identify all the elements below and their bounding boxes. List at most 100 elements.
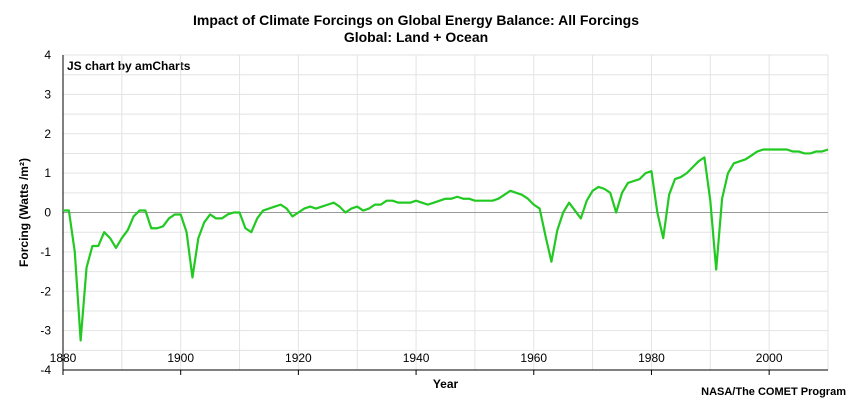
- data-point: [785, 148, 789, 152]
- data-point: [426, 203, 430, 207]
- data-point: [685, 171, 689, 175]
- data-point: [196, 236, 200, 240]
- data-point: [238, 211, 242, 215]
- data-point: [249, 230, 253, 234]
- data-point: [308, 205, 312, 209]
- data-point: [755, 149, 759, 153]
- data-point: [255, 216, 259, 220]
- y-tick-label: -2: [40, 284, 51, 298]
- data-point: [591, 189, 595, 193]
- x-tick-label: 1880: [50, 351, 77, 365]
- data-point: [573, 209, 577, 213]
- data-point: [655, 211, 659, 215]
- data-point: [544, 234, 548, 238]
- data-point: [485, 199, 489, 203]
- data-point: [502, 193, 506, 197]
- data-point: [726, 171, 730, 175]
- data-point: [143, 209, 147, 213]
- data-point: [90, 244, 94, 248]
- data-point: [373, 203, 377, 207]
- data-point: [638, 177, 642, 181]
- data-point: [155, 226, 159, 230]
- chart-credit-link[interactable]: JS chart by amCharts: [67, 59, 191, 73]
- data-point: [691, 165, 695, 169]
- data-point: [279, 203, 283, 207]
- data-point: [714, 268, 718, 272]
- data-point: [167, 216, 171, 220]
- data-point: [479, 199, 483, 203]
- data-point: [296, 211, 300, 215]
- data-point: [649, 169, 653, 173]
- data-point: [338, 205, 342, 209]
- data-point: [820, 149, 824, 153]
- y-tick-label: 3: [44, 87, 51, 101]
- data-point: [190, 275, 194, 279]
- x-tick-label: 2000: [756, 351, 783, 365]
- chart-title: Impact of Climate Forcings on Global Ene…: [192, 12, 639, 28]
- data-point: [708, 199, 712, 203]
- data-point: [108, 236, 112, 240]
- data-point: [538, 207, 542, 211]
- data-point: [702, 155, 706, 159]
- y-axis-ticks: -4 -3 -2 -1 0 1 2 3 4: [40, 48, 51, 377]
- x-tick-label: 1900: [167, 351, 194, 365]
- data-point: [797, 149, 801, 153]
- data-point: [396, 201, 400, 205]
- data-point: [173, 212, 177, 216]
- data-point: [661, 236, 665, 240]
- data-point: [320, 205, 324, 209]
- data-point: [744, 157, 748, 161]
- data-point: [626, 181, 630, 185]
- data-point: [779, 148, 783, 152]
- data-point: [226, 212, 230, 216]
- data-point: [802, 151, 806, 155]
- data-point: [385, 199, 389, 203]
- data-point: [208, 212, 212, 216]
- data-point: [432, 201, 436, 205]
- data-point: [220, 216, 224, 220]
- data-point: [408, 201, 412, 205]
- data-point: [720, 197, 724, 201]
- data-point: [267, 207, 271, 211]
- data-point: [608, 191, 612, 195]
- data-point: [67, 209, 71, 213]
- x-tick-label: 1940: [403, 351, 430, 365]
- data-point: [185, 230, 189, 234]
- data-point: [491, 199, 495, 203]
- data-point: [632, 179, 636, 183]
- data-point: [326, 203, 330, 207]
- chart-subtitle: Global: Land + Ocean: [343, 29, 489, 45]
- series-line[interactable]: [63, 148, 829, 342]
- data-point: [808, 151, 812, 155]
- data-point: [514, 191, 518, 195]
- data-point: [473, 199, 477, 203]
- data-point: [161, 224, 165, 228]
- data-point: [243, 226, 247, 230]
- data-point: [644, 171, 648, 175]
- data-point: [449, 197, 453, 201]
- data-point: [367, 207, 371, 211]
- y-tick-label: -3: [40, 324, 51, 338]
- data-point: [620, 191, 624, 195]
- y-tick-label: -1: [40, 245, 51, 259]
- data-point: [761, 148, 765, 152]
- y-axis-title: Forcing (Watts /m²): [17, 158, 31, 267]
- data-point: [549, 260, 553, 264]
- data-point: [85, 266, 89, 270]
- data-point: [526, 197, 530, 201]
- data-point: [679, 175, 683, 179]
- data-point: [667, 193, 671, 197]
- data-point: [579, 216, 583, 220]
- data-point: [567, 201, 571, 205]
- data-point: [355, 205, 359, 209]
- data-point: [179, 212, 183, 216]
- data-point: [402, 201, 406, 205]
- data-point: [379, 203, 383, 207]
- y-tick-label: 1: [44, 166, 51, 180]
- data-point: [126, 228, 130, 232]
- data-point: [149, 226, 153, 230]
- data-point: [73, 250, 77, 254]
- data-point: [291, 214, 295, 218]
- data-point: [532, 203, 536, 207]
